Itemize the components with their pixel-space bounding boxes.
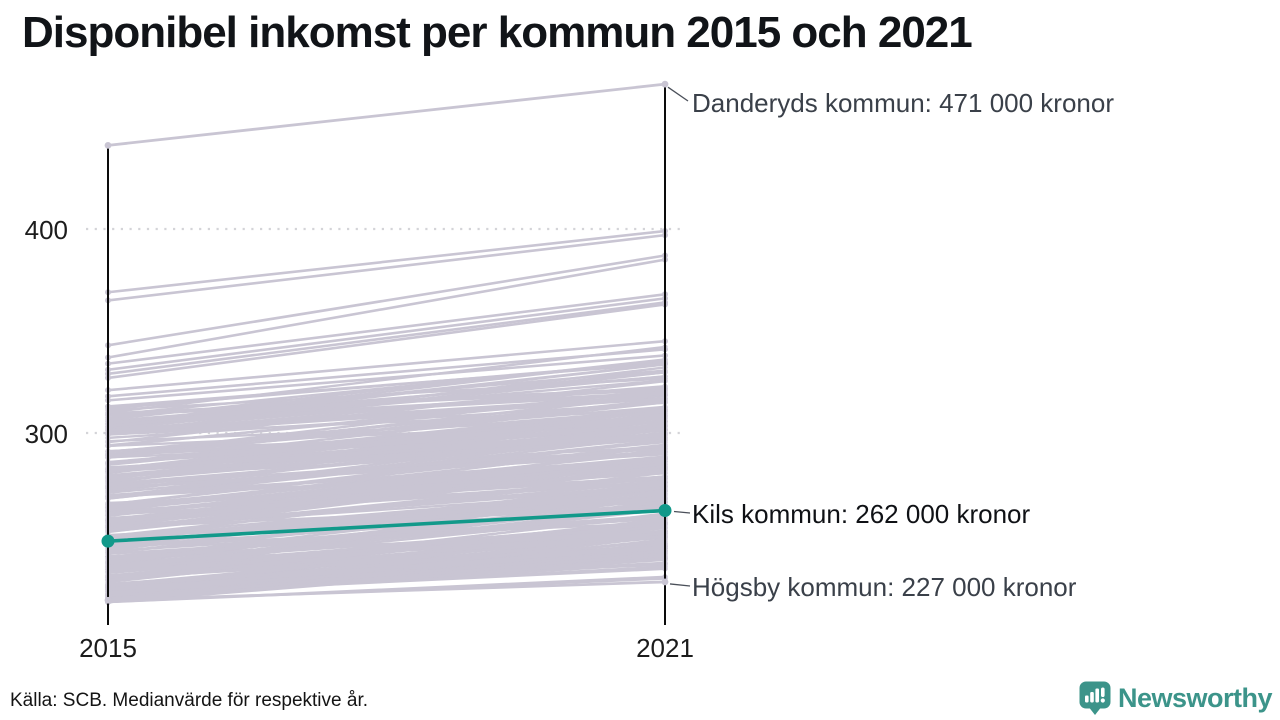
annotation-kils-highlight: Kils kommun: 262 000 kronor (692, 499, 1031, 529)
annotation-hogsby: Högsby kommun: 227 000 kronor (692, 572, 1077, 602)
newsworthy-logo: Newsworthy (1079, 681, 1273, 716)
y-axis-tick-400: 400 (24, 215, 68, 245)
x-axis-label-2015: 2015 (79, 633, 137, 663)
newsworthy-logo-text: Newsworthy (1117, 683, 1273, 713)
y-axis-tick-300: 300 (24, 419, 68, 449)
source-note: Källa: SCB. Medianvärde för respektive å… (10, 690, 369, 711)
annotation-danderyd: Danderyds kommun: 471 000 kronor (692, 88, 1115, 118)
newsworthy-logo-icon (1079, 681, 1111, 715)
x-axis-label-2021: 2021 (636, 633, 694, 663)
chart-title: Disponibel inkomst per kommun 2015 och 2… (22, 8, 973, 57)
